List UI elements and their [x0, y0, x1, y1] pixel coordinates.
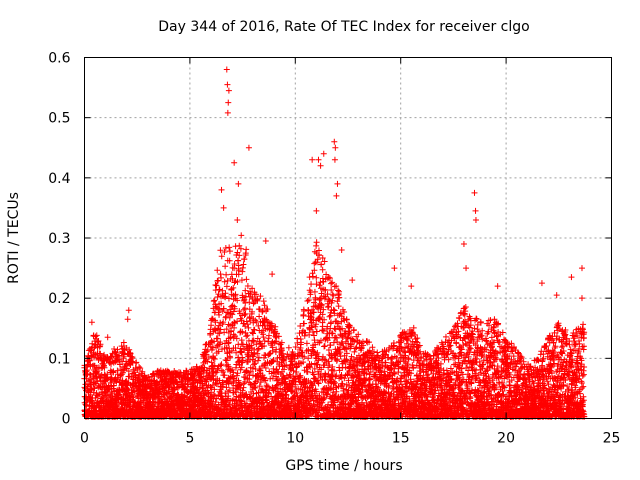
- data-point: [130, 394, 137, 401]
- data-point: [125, 368, 132, 375]
- chart-title: Day 344 of 2016, Rate Of TEC Index for r…: [158, 19, 529, 35]
- data-point: [137, 365, 144, 372]
- data-point: [133, 359, 140, 366]
- data-point: [91, 385, 98, 392]
- data-point: [104, 387, 111, 394]
- data-point: [87, 391, 94, 398]
- data-point: [127, 350, 134, 357]
- data-point: [175, 373, 182, 380]
- data-point: [120, 369, 127, 376]
- data-point: [97, 375, 104, 382]
- data-point: [103, 357, 110, 364]
- data-point: [165, 382, 172, 389]
- data-point: [108, 353, 115, 360]
- data-point: [182, 385, 189, 392]
- data-point: [104, 355, 111, 362]
- data-point: [94, 392, 101, 399]
- data-point: [129, 354, 136, 361]
- data-point: [157, 388, 164, 395]
- data-point: [93, 332, 100, 339]
- data-point: [128, 393, 135, 400]
- data-point: [101, 351, 108, 358]
- data-point: [115, 376, 122, 383]
- data-point: [150, 377, 157, 384]
- data-point: [139, 368, 146, 375]
- data-point: [136, 363, 143, 370]
- data-point: [97, 341, 104, 348]
- data-point: [111, 345, 118, 352]
- data-point: [87, 347, 94, 354]
- data-point: [95, 370, 102, 377]
- data-point: [95, 337, 102, 344]
- data-point: [114, 346, 121, 353]
- data-point: [128, 358, 135, 365]
- data-point: [110, 368, 117, 375]
- data-point: [126, 346, 133, 353]
- data-points: [81, 66, 588, 420]
- data-point: [183, 367, 190, 374]
- data-point: [118, 371, 125, 378]
- data-point: [96, 391, 103, 398]
- data-point: [101, 364, 108, 371]
- data-point: [184, 389, 191, 396]
